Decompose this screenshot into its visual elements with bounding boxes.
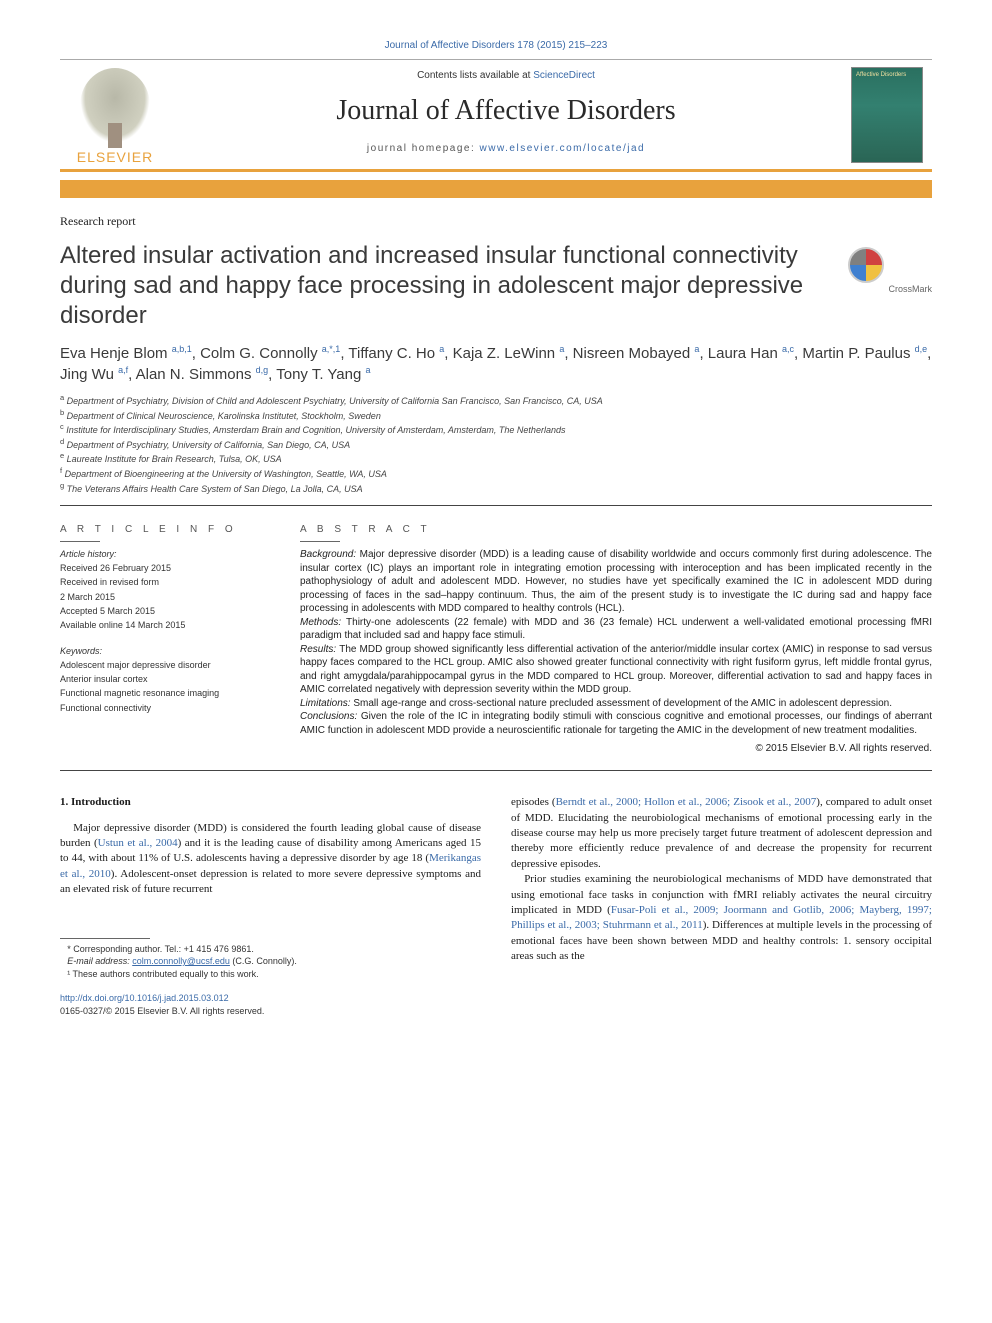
column-left: 1. Introduction Major depressive disorde… xyxy=(60,795,481,1017)
footnotes: * Corresponding author. Tel.: +1 415 476… xyxy=(60,943,481,981)
homepage-link[interactable]: www.elsevier.com/locate/jad xyxy=(480,143,646,154)
citation-link[interactable]: Ustun et al., 2004 xyxy=(98,837,178,849)
history-item: Received in revised form xyxy=(60,576,260,588)
affiliation-item: c Institute for Interdisciplinary Studie… xyxy=(60,422,932,437)
publisher-block: ELSEVIER xyxy=(60,60,170,169)
mini-divider xyxy=(60,541,100,542)
affiliation-item: b Department of Clinical Neuroscience, K… xyxy=(60,408,932,423)
author-list: Eva Henje Blom a,b,1, Colm G. Connolly a… xyxy=(60,343,932,385)
journal-cover-icon: Affective Disorders xyxy=(851,67,923,163)
abstract-paragraph: Methods: Thirty-one adolescents (22 fema… xyxy=(300,616,932,643)
section-heading: 1. Introduction xyxy=(60,795,481,810)
abstract-block: A B S T R A C T Background: Major depres… xyxy=(300,524,932,754)
abstract-heading: A B S T R A C T xyxy=(300,524,932,535)
crossmark-label: CrossMark xyxy=(888,284,932,294)
body-columns: 1. Introduction Major depressive disorde… xyxy=(60,795,932,1017)
email-suffix: (C.G. Connolly). xyxy=(230,956,297,966)
crossmark-icon xyxy=(848,247,884,283)
column-right: episodes (Berndt et al., 2000; Hollon et… xyxy=(511,795,932,1017)
keyword-item: Functional magnetic resonance imaging xyxy=(60,687,260,699)
abstract-paragraph: Background: Major depressive disorder (M… xyxy=(300,548,932,616)
homepage-prefix: journal homepage: xyxy=(367,143,480,154)
header-citation: Journal of Affective Disorders 178 (2015… xyxy=(60,40,932,51)
journal-banner: ELSEVIER Contents lists available at Sci… xyxy=(60,59,932,172)
history-item: Available online 14 March 2015 xyxy=(60,619,260,631)
elsevier-tree-icon xyxy=(80,68,150,143)
keyword-item: Functional connectivity xyxy=(60,702,260,714)
affiliation-item: f Department of Bioengineering at the Un… xyxy=(60,466,932,481)
keyword-item: Anterior insular cortex xyxy=(60,673,260,685)
abstract-copyright: © 2015 Elsevier B.V. All rights reserved… xyxy=(300,743,932,754)
abstract-section-label: Methods: xyxy=(300,617,346,628)
keyword-item: Adolescent major depressive disorder xyxy=(60,659,260,671)
affiliation-item: d Department of Psychiatry, University o… xyxy=(60,437,932,452)
publisher-name: ELSEVIER xyxy=(77,149,153,165)
equal-contribution-note: ¹ These authors contributed equally to t… xyxy=(60,968,481,981)
abstract-section-label: Background: xyxy=(300,549,360,560)
affiliation-item: a Department of Psychiatry, Division of … xyxy=(60,393,932,408)
abstract-paragraph: Limitations: Small age-range and cross-s… xyxy=(300,697,932,711)
history-item: 2 March 2015 xyxy=(60,591,260,603)
keywords-label: Keywords: xyxy=(60,646,102,656)
doi-link[interactable]: http://dx.doi.org/10.1016/j.jad.2015.03.… xyxy=(60,993,229,1003)
affiliation-item: e Laureate Institute for Brain Research,… xyxy=(60,451,932,466)
footnote-divider xyxy=(60,938,150,939)
abstract-paragraph: Conclusions: Given the role of the IC in… xyxy=(300,710,932,737)
abstract-section-label: Results: xyxy=(300,644,339,655)
article-info-block: A R T I C L E I N F O Article history: R… xyxy=(60,524,260,754)
abstract-section-label: Conclusions: xyxy=(300,711,361,722)
banner-center: Contents lists available at ScienceDirec… xyxy=(170,60,842,169)
journal-name: Journal of Affective Disorders xyxy=(170,95,842,127)
divider xyxy=(60,505,932,506)
body-text: episodes ( xyxy=(511,796,556,808)
affiliation-item: g The Veterans Affairs Health Care Syste… xyxy=(60,481,932,496)
affiliation-list: a Department of Psychiatry, Division of … xyxy=(60,393,932,495)
body-text: ). Adolescent-onset depression is relate… xyxy=(60,868,481,895)
article-title: Altered insular activation and increased… xyxy=(60,241,828,331)
crossmark-badge[interactable]: CrossMark xyxy=(848,241,932,331)
issn-copyright: 0165-0327/© 2015 Elsevier B.V. All right… xyxy=(60,1006,264,1016)
contents-line: Contents lists available at ScienceDirec… xyxy=(170,70,842,81)
email-label: E-mail address: xyxy=(67,956,132,966)
orange-divider xyxy=(60,180,932,198)
cover-block: Affective Disorders xyxy=(842,60,932,169)
article-info-heading: A R T I C L E I N F O xyxy=(60,524,260,535)
cover-label: Affective Disorders xyxy=(856,72,918,78)
email-link[interactable]: colm.connolly@ucsf.edu xyxy=(132,956,230,966)
abstract-paragraph: Results: The MDD group showed significan… xyxy=(300,643,932,697)
doi-block: http://dx.doi.org/10.1016/j.jad.2015.03.… xyxy=(60,992,481,1017)
history-item: Received 26 February 2015 xyxy=(60,562,260,574)
homepage-line: journal homepage: www.elsevier.com/locat… xyxy=(170,143,842,154)
mini-divider xyxy=(300,541,340,542)
contents-prefix: Contents lists available at xyxy=(417,70,533,81)
corresponding-author: * Corresponding author. Tel.: +1 415 476… xyxy=(60,943,481,956)
sciencedirect-link[interactable]: ScienceDirect xyxy=(533,70,595,81)
citation-link[interactable]: Berndt et al., 2000; Hollon et al., 2006… xyxy=(556,796,817,808)
history-label: Article history: xyxy=(60,549,117,559)
history-item: Accepted 5 March 2015 xyxy=(60,605,260,617)
article-type: Research report xyxy=(60,214,932,229)
abstract-section-label: Limitations: xyxy=(300,698,353,709)
